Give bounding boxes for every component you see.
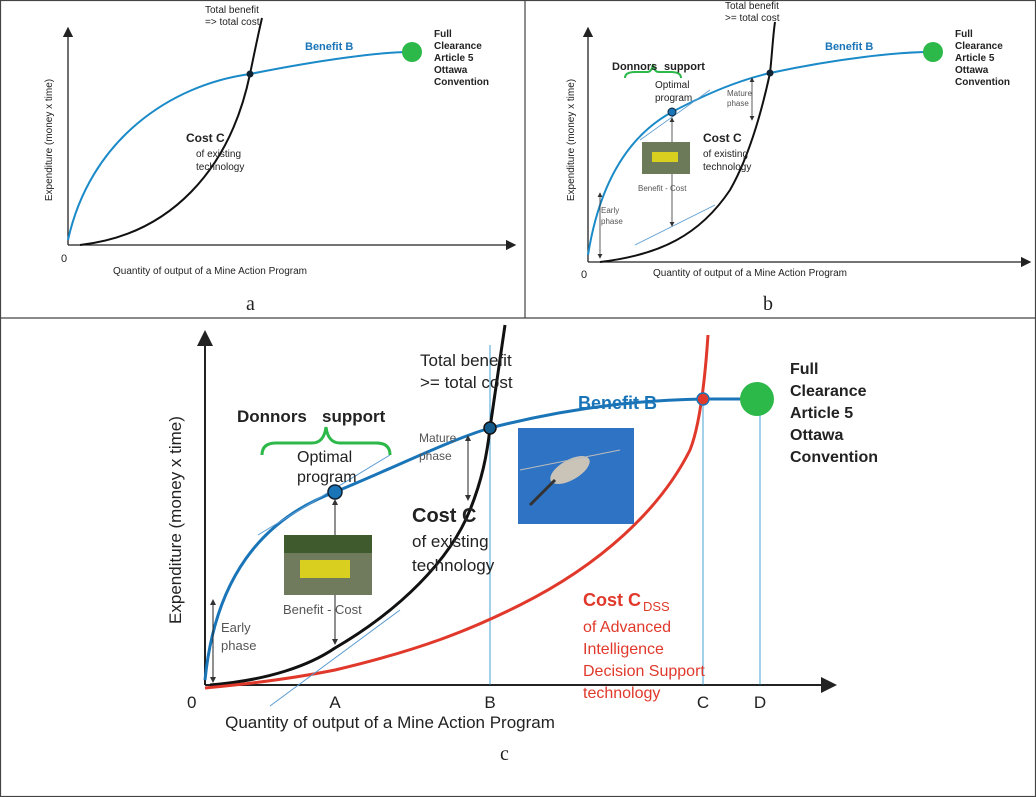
x-axis-label: Quantity of output of a Mine Action Prog… (225, 713, 555, 732)
total-benefit: >= total cost (725, 13, 780, 24)
cost-desc: of existing (196, 149, 241, 160)
x-axis-label: Quantity of output of a Mine Action Prog… (113, 266, 307, 277)
panel-label: b (763, 293, 773, 315)
y-axis-label: Expenditure (money x time) (44, 79, 55, 201)
full-clearance: Convention (955, 77, 1010, 88)
origin: 0 (61, 253, 67, 265)
total-benefit: >= total cost (420, 373, 513, 392)
panel-b-graphics (582, 21, 1032, 268)
benefit-label: Benefit B (825, 41, 873, 53)
panel-label: a (246, 293, 255, 315)
cost-dss-desc: Decision Support (583, 663, 705, 680)
early-phase: Early (601, 206, 619, 215)
y-axis-label: Expenditure (money x time) (166, 416, 185, 624)
full-clearance: Article 5 (790, 405, 853, 422)
donors-label: Donnors (612, 61, 657, 73)
full-clearance: Full (955, 29, 973, 40)
cost-desc: technology (703, 162, 751, 173)
full-clearance: Ottawa (790, 427, 843, 444)
full-clearance: Full (434, 29, 452, 40)
support-label: support (322, 407, 386, 426)
mature-phase: phase (727, 99, 749, 108)
cost-desc: of existing (412, 532, 489, 551)
x-point-label: A (329, 693, 341, 712)
mature-phase: Mature (419, 431, 457, 445)
full-clearance: Full (790, 361, 818, 378)
full-clearance: Clearance (434, 41, 482, 52)
full-clearance: Article 5 (955, 53, 995, 64)
total-benefit: Total benefit (205, 5, 259, 16)
full-clearance: Ottawa (434, 65, 468, 76)
cost-label: Cost C (703, 131, 742, 145)
support-label: support (664, 61, 705, 73)
full-clearance: Article 5 (434, 53, 474, 64)
cost-desc: of existing (703, 149, 748, 160)
total-benefit: => total cost (205, 17, 260, 28)
origin: 0 (187, 693, 196, 712)
optimal-program: Optimal (297, 449, 352, 466)
benefit-label: Benefit B (305, 41, 353, 53)
total-benefit: Total benefit (420, 351, 512, 370)
cost-desc: technology (196, 162, 244, 173)
mature-phase: Mature (727, 89, 752, 98)
cost-dss-desc: of Advanced (583, 619, 671, 636)
benefit-label: Benefit B (578, 393, 657, 413)
x-axis-label: Quantity of output of a Mine Action Prog… (653, 268, 847, 279)
optimal-program: program (655, 93, 692, 104)
cost-label: Cost C (412, 505, 476, 527)
full-clearance: Ottawa (955, 65, 989, 76)
early-phase: Early (221, 620, 251, 635)
benefit-cost: Benefit - Cost (638, 184, 687, 193)
early-phase: phase (601, 217, 623, 226)
x-point-label: C (697, 693, 709, 712)
y-axis-label: Expenditure (money x time) (566, 79, 577, 201)
cost-desc: technology (412, 556, 495, 575)
cost-label: Cost C (186, 131, 225, 145)
cost-dss-desc: Intelligence (583, 641, 664, 658)
optimal-program: program (297, 469, 357, 486)
panel-a-graphics (62, 17, 517, 251)
x-point-label: B (484, 693, 495, 712)
cost-dss-label: Cost C (583, 590, 641, 610)
x-point-label: D (754, 693, 766, 712)
optimal-program: Optimal (655, 80, 689, 91)
early-phase: phase (221, 638, 256, 653)
benefit-cost: Benefit - Cost (283, 602, 362, 617)
origin: 0 (581, 269, 587, 281)
cost-dss-desc: technology (583, 685, 660, 702)
donors-label: Donnors (237, 407, 307, 426)
full-clearance: Clearance (790, 383, 867, 400)
full-clearance: Convention (434, 77, 489, 88)
full-clearance: Clearance (955, 41, 1003, 52)
panel-c-graphics (197, 324, 837, 707)
panel-label: c (500, 743, 509, 765)
total-benefit: Total benefit (725, 1, 779, 12)
mature-phase: phase (419, 449, 452, 463)
full-clearance: Convention (790, 449, 878, 466)
cost-dss-subscript: DSS (643, 599, 670, 614)
